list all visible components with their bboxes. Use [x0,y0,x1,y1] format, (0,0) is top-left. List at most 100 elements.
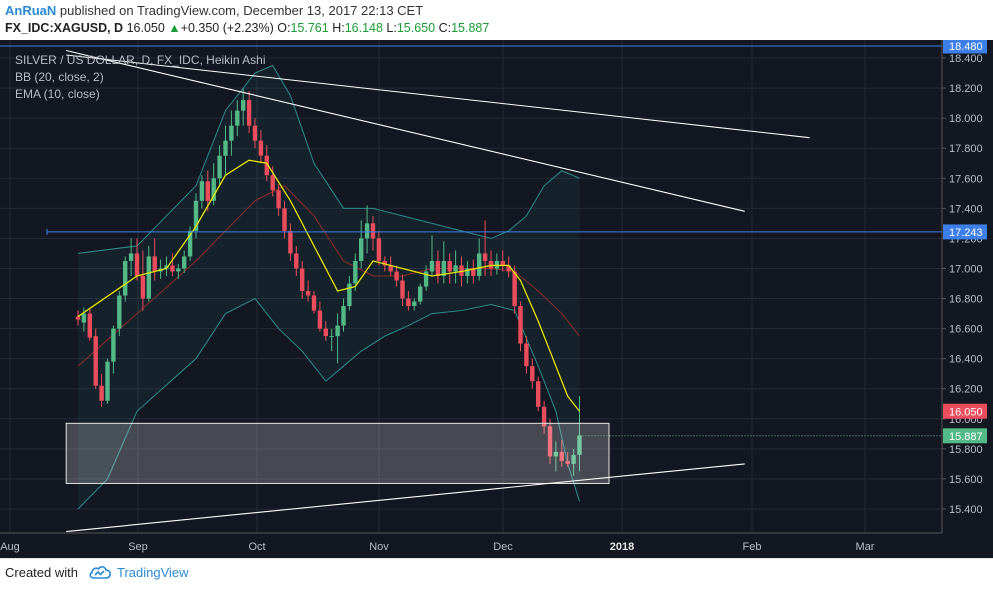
candle[interactable] [146,245,151,302]
candle[interactable] [353,253,358,292]
candle[interactable] [536,376,541,412]
candle[interactable] [229,110,234,156]
candle[interactable] [217,145,222,186]
candle[interactable] [494,253,500,275]
candle[interactable] [565,451,570,467]
candle[interactable] [406,291,411,311]
price-chart[interactable]: 18.400 18.200 18.000 17.800 17.600 17.400 17.2… [0,38,993,558]
candle[interactable] [547,418,553,464]
candle[interactable] [323,321,328,341]
candle[interactable] [246,91,252,134]
candle[interactable] [524,336,529,374]
candle[interactable] [429,235,435,276]
candle[interactable] [488,250,494,276]
candle[interactable] [176,263,181,279]
symbol-name: FX_IDC:XAGUSD, D [5,21,124,35]
candle[interactable] [75,310,81,326]
candle-body [471,268,476,276]
legend-title: SILVER / US DOLLAR, D, FX_IDC, Heikin As… [15,53,266,67]
candle[interactable] [164,256,169,276]
candle[interactable] [305,280,311,302]
candle[interactable] [93,328,98,389]
candle[interactable] [294,245,299,276]
candle[interactable] [199,175,205,209]
candle[interactable] [211,163,216,206]
candle[interactable] [370,215,376,251]
candle[interactable] [205,170,210,212]
candle[interactable] [270,166,275,197]
candle[interactable] [99,373,104,407]
candle[interactable] [134,238,140,281]
candle[interactable] [453,250,458,284]
trendline[interactable] [66,54,810,139]
candle[interactable] [477,238,482,281]
candle-body [294,253,299,269]
candle[interactable] [193,193,199,239]
close-label: C: [438,21,452,35]
candle[interactable] [447,253,452,284]
candle[interactable] [530,358,535,389]
candle[interactable] [235,100,240,137]
candle[interactable] [241,88,246,126]
candle[interactable] [81,307,87,332]
candle[interactable] [400,274,405,307]
candle[interactable] [105,358,110,404]
candle[interactable] [506,256,511,278]
open-value: 15.761 [290,21,329,35]
candle[interactable] [465,260,470,284]
candle[interactable] [117,291,122,337]
candle[interactable] [577,396,582,472]
candle[interactable] [347,275,352,311]
candle[interactable] [111,325,116,374]
candle[interactable] [541,400,547,434]
candle[interactable] [317,301,323,332]
candle[interactable] [341,298,346,332]
candle[interactable] [258,130,264,164]
candle[interactable] [182,250,187,273]
candle[interactable] [223,125,228,176]
candle[interactable] [518,301,523,352]
candle-body [347,283,352,307]
candle[interactable] [553,441,559,472]
candle[interactable] [329,328,334,352]
candle[interactable] [471,259,476,284]
candle[interactable] [140,250,146,311]
trendline[interactable] [66,463,745,533]
candle-body [429,260,435,272]
candle[interactable] [418,283,423,305]
tradingview-cloud-icon[interactable] [88,564,112,585]
candle[interactable] [571,448,576,476]
x-tick-label: Dec [493,541,513,553]
candle[interactable] [300,260,305,299]
candle[interactable] [435,250,441,284]
high-label: H: [332,21,345,35]
candle-body [170,265,175,272]
candle[interactable] [388,256,393,276]
candle[interactable] [123,256,128,302]
candle[interactable] [252,118,258,149]
candle[interactable] [335,313,340,364]
candle[interactable] [423,265,429,292]
candle[interactable] [128,238,134,276]
candle[interactable] [288,223,293,261]
candle-body [530,366,535,382]
candle[interactable] [311,291,317,314]
candle[interactable] [170,253,175,276]
candle[interactable] [441,241,446,284]
tradingview-link[interactable]: TradingView [117,565,189,580]
trendline[interactable] [66,49,745,212]
candle[interactable] [359,220,364,269]
candle[interactable] [276,184,281,216]
candle[interactable] [559,439,564,467]
chart-area[interactable]: 18.400 18.200 18.000 17.800 17.600 17.400 17.2… [0,38,993,558]
author-name[interactable]: AnRuaN [5,3,57,18]
support-zone[interactable] [65,422,610,484]
candle[interactable] [364,205,370,254]
candle[interactable] [394,265,399,287]
candle[interactable] [152,238,157,281]
candle-body [341,306,346,326]
candle[interactable] [376,230,382,266]
candle[interactable] [500,250,505,272]
candle[interactable] [87,309,92,341]
candle[interactable] [412,298,417,311]
